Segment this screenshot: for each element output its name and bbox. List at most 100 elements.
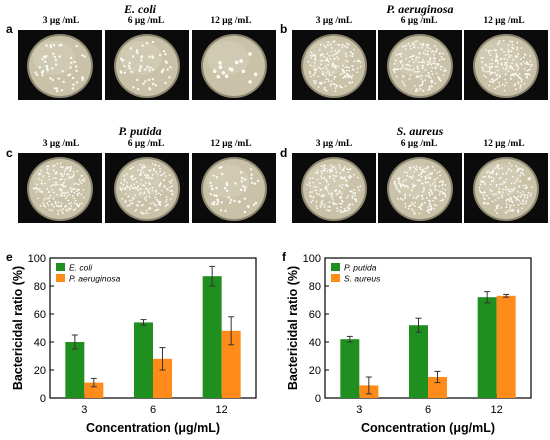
colony	[358, 60, 360, 62]
colony	[421, 67, 424, 69]
colony	[131, 187, 134, 189]
colony	[63, 170, 66, 173]
colony	[166, 68, 169, 71]
colony	[313, 186, 315, 188]
colony	[138, 201, 141, 203]
panel-d-conc-3: 12 μg /mL	[483, 139, 525, 149]
colony	[63, 192, 66, 195]
colony	[333, 75, 336, 78]
colony	[67, 199, 70, 202]
colony	[487, 50, 490, 52]
colony	[329, 57, 332, 60]
colony	[503, 89, 506, 92]
colony	[519, 196, 522, 198]
colony	[142, 203, 144, 206]
colony	[490, 176, 493, 179]
colony	[411, 69, 413, 72]
colony	[481, 192, 484, 195]
colony	[48, 209, 51, 211]
colony	[134, 210, 136, 212]
colony	[313, 65, 316, 68]
colony	[330, 80, 333, 83]
colony	[40, 169, 42, 172]
colony	[135, 204, 138, 206]
colony	[48, 200, 51, 203]
panel-d-conc-1: 3 μg /mL	[315, 139, 353, 149]
colony	[495, 205, 498, 207]
colony	[335, 203, 338, 206]
colony	[151, 40, 155, 44]
colony	[162, 50, 166, 53]
colony	[131, 199, 133, 201]
colony	[333, 57, 336, 60]
colony	[415, 76, 418, 79]
petri-dish-photo	[18, 30, 102, 100]
x-tick-label: 6	[150, 404, 156, 416]
colony	[428, 177, 430, 179]
colony	[151, 186, 154, 189]
colony	[513, 195, 515, 198]
colony	[498, 187, 501, 190]
petri-dish-photo	[18, 153, 102, 223]
colony	[159, 194, 162, 196]
colony	[165, 199, 168, 201]
colony	[401, 64, 404, 66]
colony	[81, 54, 84, 57]
colony	[393, 71, 396, 74]
colony	[321, 71, 324, 73]
colony	[508, 56, 511, 59]
colony	[61, 175, 64, 177]
colony	[54, 58, 58, 62]
colony	[56, 193, 59, 196]
colony	[517, 195, 520, 198]
colony	[79, 181, 82, 183]
colony	[429, 184, 432, 186]
colony	[432, 183, 434, 185]
colony	[44, 197, 47, 200]
colony	[123, 65, 126, 68]
colony	[57, 77, 60, 80]
colony	[496, 55, 499, 58]
colony	[338, 49, 341, 52]
colony	[343, 208, 346, 210]
colony	[329, 209, 332, 212]
colony	[502, 39, 505, 42]
x-tick-label: 12	[216, 404, 228, 416]
colony	[57, 213, 59, 215]
colony	[320, 165, 323, 167]
colony	[51, 67, 54, 70]
colony	[330, 168, 332, 171]
colony	[496, 60, 499, 63]
colony	[44, 205, 47, 208]
colony	[120, 182, 122, 185]
colony	[229, 201, 232, 204]
colony	[510, 182, 513, 185]
colony	[415, 88, 418, 90]
colony	[335, 171, 338, 174]
colony	[429, 200, 432, 202]
colony	[410, 48, 412, 50]
colony	[491, 72, 494, 74]
colony	[422, 42, 425, 45]
colony	[481, 66, 483, 69]
colony	[497, 43, 499, 46]
colony	[237, 200, 241, 203]
colony	[478, 186, 481, 189]
colony	[324, 167, 327, 170]
colony	[406, 68, 409, 71]
colony	[501, 191, 504, 194]
colony	[143, 192, 145, 195]
colony	[488, 63, 491, 65]
colony	[434, 181, 436, 184]
colony	[130, 176, 132, 179]
colony	[331, 54, 334, 57]
colony	[433, 60, 436, 63]
colony	[65, 209, 68, 211]
colony	[421, 198, 424, 200]
colony	[509, 209, 512, 212]
colony	[136, 51, 139, 54]
colony	[341, 68, 344, 71]
colony	[517, 75, 519, 77]
colony	[351, 196, 354, 199]
colony	[402, 180, 405, 183]
